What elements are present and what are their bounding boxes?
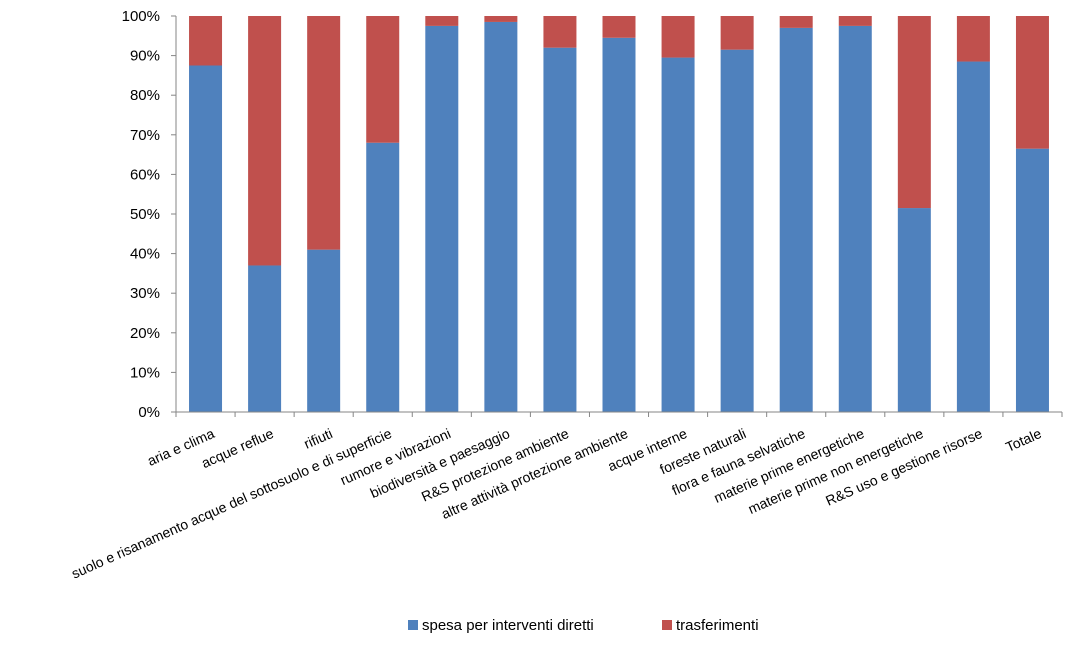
bar-segment-transfers — [189, 16, 223, 66]
bar-segment-transfers — [779, 16, 813, 28]
legend-swatch-direct — [408, 620, 418, 630]
bar-segment-direct — [543, 47, 577, 413]
y-tick-label: 10% — [130, 364, 160, 381]
bars — [189, 16, 1049, 413]
bar-segment-direct — [189, 65, 223, 412]
bar-segment-transfers — [543, 16, 577, 48]
bar-segment-transfers — [1015, 16, 1049, 149]
bar-segment-direct — [248, 265, 282, 412]
bar-segment-transfers — [661, 16, 695, 58]
bar-segment-transfers — [366, 16, 400, 143]
y-tick-label: 90% — [130, 48, 160, 65]
bar-segment-transfers — [425, 16, 459, 26]
y-tick-label: 50% — [130, 206, 160, 223]
y-axis: 0% 10% 20% 30% 40% 50% 60% 70% 80% 90% 100% — [122, 8, 177, 421]
bar-segment-direct — [307, 249, 341, 412]
y-tick-label: 80% — [130, 87, 160, 104]
bar-segment-direct — [484, 21, 518, 412]
bar-segment-transfers — [720, 16, 754, 50]
legend-label-direct: spesa per interventi diretti — [422, 617, 594, 634]
bar-segment-direct — [720, 49, 754, 412]
bar-segment-direct — [956, 61, 990, 412]
bar-segment-direct — [661, 57, 695, 413]
bar-segment-direct — [1015, 148, 1049, 412]
bar-segment-transfers — [838, 16, 872, 26]
y-tick-label: 40% — [130, 246, 160, 263]
bar-segment-transfers — [484, 16, 518, 22]
x-category-label: rifiuti — [301, 425, 335, 452]
y-tick-label: 20% — [130, 325, 160, 342]
y-tick-label: 100% — [122, 8, 160, 25]
bar-segment-transfers — [602, 16, 636, 38]
legend-label-transfers: trasferimenti — [676, 617, 759, 634]
legend-swatch-transfers — [662, 620, 672, 630]
bar-segment-transfers — [307, 16, 341, 250]
bar-segment-direct — [838, 25, 872, 413]
bar-segment-transfers — [956, 16, 990, 62]
y-tick-label: 70% — [130, 127, 160, 144]
bar-segment-transfers — [897, 16, 931, 209]
y-tick-label: 60% — [130, 166, 160, 183]
legend: spesa per interventi diretti trasferimen… — [408, 617, 759, 634]
x-category-label: Totale — [1003, 425, 1044, 455]
bar-segment-direct — [425, 25, 459, 413]
y-tick-label: 0% — [138, 404, 160, 421]
bar-segment-direct — [602, 37, 636, 412]
y-tick-label: 30% — [130, 285, 160, 302]
bar-segment-direct — [897, 208, 931, 412]
bar-segment-direct — [366, 142, 400, 412]
bar-segment-direct — [779, 27, 813, 412]
bar-segment-transfers — [248, 16, 282, 266]
